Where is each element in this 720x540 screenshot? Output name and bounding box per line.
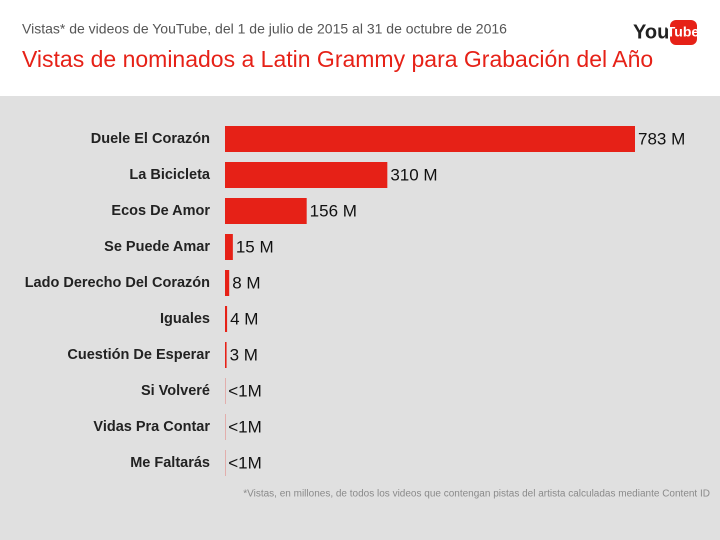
chart-title: Vistas de nominados a Latin Grammy para … [22,46,653,72]
category-label: Si Volveré [141,383,210,399]
value-label: 783 M [638,129,685,148]
value-label: 156 M [310,201,357,220]
category-label: Duele El Corazón [91,131,210,147]
bar [225,342,227,368]
value-label: 8 M [232,273,260,292]
header-bg [0,0,720,96]
logo-box [670,20,697,45]
category-label: La Bicicleta [129,167,211,183]
bar [225,198,307,224]
value-label: 3 M [230,345,258,364]
bar [225,234,233,260]
chart-subtitle: Vistas* de videos de YouTube, del 1 de j… [22,21,507,37]
bar [225,306,228,332]
bar [225,162,388,188]
value-label: 15 M [236,237,274,256]
footnote: *Vistas, en millones, de todos los video… [243,489,710,500]
category-label: Se Puede Amar [104,239,210,255]
category-label: Iguales [160,311,210,327]
logo-you: You [633,21,669,43]
category-label: Ecos De Amor [111,203,210,219]
bar [225,126,635,152]
logo-tube: Tube [667,24,700,40]
category-label: Vidas Pra Contar [93,419,210,435]
bar [225,270,230,296]
category-label: Me Faltarás [130,455,210,471]
value-label: <1M [228,381,262,400]
value-label: <1M [228,417,262,436]
value-label: 4 M [230,309,258,328]
value-label: 310 M [390,165,437,184]
category-label: Lado Derecho Del Corazón [25,275,210,291]
category-label: Cuestión De Esperar [67,347,210,363]
value-label: <1M [228,453,262,472]
